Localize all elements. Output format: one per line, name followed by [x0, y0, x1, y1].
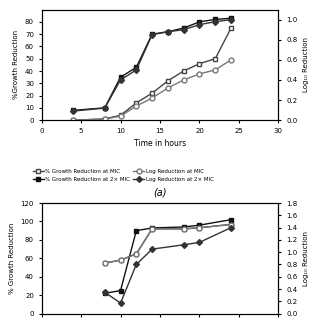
Log Reduction at MIC: [213, 68, 217, 72]
% Growth Reduction at 2× MIC: [119, 289, 123, 292]
Line: Log Reduction at MIC: Log Reduction at MIC: [71, 57, 234, 123]
% Growth Reduction at 2× MIC: [182, 26, 186, 30]
% Growth Reduction at 2× MIC: [103, 292, 107, 295]
Log Reduction at 2× MIC: [103, 290, 107, 294]
% Growth Reduction at MIC: [229, 222, 233, 226]
Log Reduction at 2× MIC: [213, 20, 217, 24]
Log Reduction at 2× MIC: [182, 28, 186, 32]
Log Reduction at 2× MIC: [134, 68, 138, 72]
% Growth Reduction at MIC: [182, 227, 186, 231]
Log Reduction at MIC: [119, 114, 123, 118]
Log Reduction at MIC: [103, 261, 107, 265]
Log Reduction at MIC: [197, 72, 201, 76]
Log Reduction at MIC: [166, 86, 170, 90]
Log Reduction at 2× MIC: [229, 18, 233, 21]
% Growth Reduction at 2× MIC: [119, 75, 123, 79]
% Growth Reduction at 2× MIC: [71, 108, 75, 112]
Y-axis label: Log₁₀ Reduction: Log₁₀ Reduction: [303, 231, 309, 286]
% Growth Reduction at MIC: [119, 113, 123, 117]
% Growth Reduction at 2× MIC: [197, 20, 201, 24]
% Growth Reduction at MIC: [134, 101, 138, 105]
% Growth Reduction at 2× MIC: [134, 65, 138, 69]
% Growth Reduction at 2× MIC: [166, 30, 170, 34]
Log Reduction at MIC: [103, 117, 107, 121]
Log Reduction at 2× MIC: [150, 247, 154, 251]
% Growth Reduction at 2× MIC: [150, 32, 154, 36]
Y-axis label: %Growth Reduction: %Growth Reduction: [13, 30, 20, 100]
% Growth Reduction at 2× MIC: [134, 229, 138, 233]
Log Reduction at 2× MIC: [119, 301, 123, 305]
Log Reduction at MIC: [71, 118, 75, 122]
% Growth Reduction at MIC: [182, 69, 186, 73]
Log Reduction at MIC: [134, 252, 138, 256]
Log Reduction at 2× MIC: [182, 243, 186, 247]
Log Reduction at 2× MIC: [103, 106, 107, 110]
% Growth Reduction at 2× MIC: [213, 18, 217, 21]
Line: Log Reduction at 2× MIC: Log Reduction at 2× MIC: [71, 18, 233, 113]
% Growth Reduction at MIC: [71, 118, 75, 122]
Y-axis label: Log₁₀ Reduction: Log₁₀ Reduction: [303, 37, 309, 92]
Line: Log Reduction at 2× MIC: Log Reduction at 2× MIC: [103, 226, 233, 305]
% Growth Reduction at MIC: [213, 57, 217, 61]
Log Reduction at 2× MIC: [229, 226, 233, 229]
Line: Log Reduction at MIC: Log Reduction at MIC: [102, 222, 234, 266]
Log Reduction at MIC: [182, 227, 186, 231]
Log Reduction at MIC: [197, 226, 201, 229]
% Growth Reduction at 2× MIC: [197, 223, 201, 227]
Line: % Growth Reduction at 2× MIC: % Growth Reduction at 2× MIC: [71, 16, 234, 113]
Log Reduction at 2× MIC: [134, 262, 138, 266]
Y-axis label: % Growth Reduction: % Growth Reduction: [9, 223, 15, 294]
Log Reduction at 2× MIC: [166, 30, 170, 34]
Text: (a): (a): [153, 188, 167, 197]
Log Reduction at MIC: [150, 227, 154, 231]
% Growth Reduction at 2× MIC: [150, 226, 154, 230]
% Growth Reduction at MIC: [134, 252, 138, 256]
Log Reduction at MIC: [134, 104, 138, 108]
% Growth Reduction at 2× MIC: [182, 225, 186, 229]
Log Reduction at MIC: [229, 58, 233, 62]
% Growth Reduction at MIC: [103, 117, 107, 121]
% Growth Reduction at MIC: [229, 26, 233, 30]
% Growth Reduction at MIC: [150, 91, 154, 95]
% Growth Reduction at 2× MIC: [229, 218, 233, 221]
% Growth Reduction at MIC: [119, 258, 123, 262]
Log Reduction at MIC: [229, 223, 233, 227]
Log Reduction at 2× MIC: [197, 23, 201, 27]
Line: % Growth Reduction at MIC: % Growth Reduction at MIC: [71, 26, 234, 123]
% Growth Reduction at MIC: [103, 261, 107, 265]
Line: % Growth Reduction at 2× MIC: % Growth Reduction at 2× MIC: [102, 217, 234, 296]
X-axis label: Time in hours: Time in hours: [134, 139, 186, 148]
Log Reduction at MIC: [182, 78, 186, 82]
% Growth Reduction at MIC: [150, 227, 154, 231]
% Growth Reduction at MIC: [166, 79, 170, 83]
Log Reduction at 2× MIC: [71, 109, 75, 113]
Log Reduction at MIC: [119, 258, 123, 262]
% Growth Reduction at 2× MIC: [103, 106, 107, 110]
Line: % Growth Reduction at MIC: % Growth Reduction at MIC: [102, 222, 234, 265]
Log Reduction at 2× MIC: [197, 240, 201, 244]
% Growth Reduction at MIC: [197, 226, 201, 230]
% Growth Reduction at MIC: [197, 62, 201, 66]
% Growth Reduction at 2× MIC: [229, 16, 233, 20]
Log Reduction at 2× MIC: [119, 78, 123, 82]
Log Reduction at MIC: [150, 96, 154, 100]
Log Reduction at 2× MIC: [150, 33, 154, 37]
Legend: % Growth Reduction at MIC, % Growth Reduction at 2× MIC, Log Reduction at MIC, L: % Growth Reduction at MIC, % Growth Redu…: [33, 169, 214, 182]
